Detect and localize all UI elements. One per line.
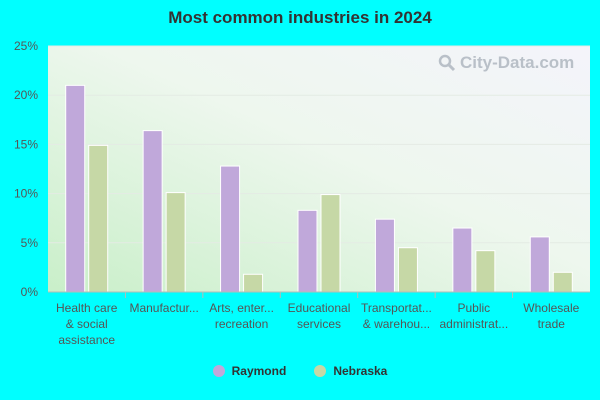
bar-nebraska — [243, 273, 264, 293]
x-tick-label: administrat... — [440, 317, 509, 331]
bar-raymond — [529, 236, 550, 293]
bar-raymond — [142, 130, 163, 293]
legend-swatch-raymond — [212, 365, 225, 377]
bar-nebraska — [552, 271, 573, 293]
legend-label-raymond: Raymond — [231, 364, 287, 378]
bar-nebraska — [475, 250, 496, 293]
bar-nebraska — [397, 247, 418, 293]
y-tick-label: 25% — [14, 39, 38, 53]
x-tick-label: assistance — [58, 333, 115, 347]
watermark: City-Data.com — [438, 53, 574, 73]
x-tick-label: & social — [66, 317, 108, 331]
y-tick-label: 15% — [14, 137, 38, 151]
chart-title: Most common industries in 2024 — [168, 8, 432, 27]
bar-raymond — [65, 84, 86, 293]
y-tick-label: 10% — [14, 187, 38, 201]
x-tick-label: Educational — [288, 301, 351, 315]
watermark-text: City-Data.com — [460, 53, 575, 72]
legend-item-nebraska: Nebraska — [314, 364, 387, 378]
x-tick-label: trade — [538, 317, 566, 331]
bar-nebraska — [165, 192, 186, 293]
legend: Raymond Nebraska — [0, 364, 600, 378]
y-tick-label: 5% — [21, 236, 39, 250]
magnifier-icon — [438, 54, 456, 72]
bar-raymond — [220, 165, 241, 293]
x-tick-label: Public — [458, 301, 491, 315]
x-tick-label: Transportat... — [361, 301, 432, 315]
x-tick-label: & warehou... — [363, 317, 430, 331]
bar-raymond — [374, 218, 395, 293]
x-tick-label: Arts, enter... — [209, 301, 274, 315]
plot-area — [48, 46, 590, 292]
y-tick-label: 0% — [21, 285, 39, 299]
x-tick-label: recreation — [215, 317, 268, 331]
y-tick-label: 20% — [14, 88, 38, 102]
bar-nebraska — [88, 144, 109, 293]
legend-label-nebraska: Nebraska — [333, 364, 388, 378]
legend-item-raymond: Raymond — [212, 364, 287, 378]
x-tick-label: Health care — [56, 301, 118, 315]
x-tick-label: Wholesale — [523, 301, 579, 315]
bar-nebraska — [320, 194, 341, 293]
bar-raymond — [452, 227, 473, 293]
x-tick-label: services — [297, 317, 341, 331]
legend-swatch-nebraska — [314, 365, 327, 377]
bar-raymond — [297, 209, 318, 293]
x-tick-label: Manufactur... — [129, 301, 198, 315]
